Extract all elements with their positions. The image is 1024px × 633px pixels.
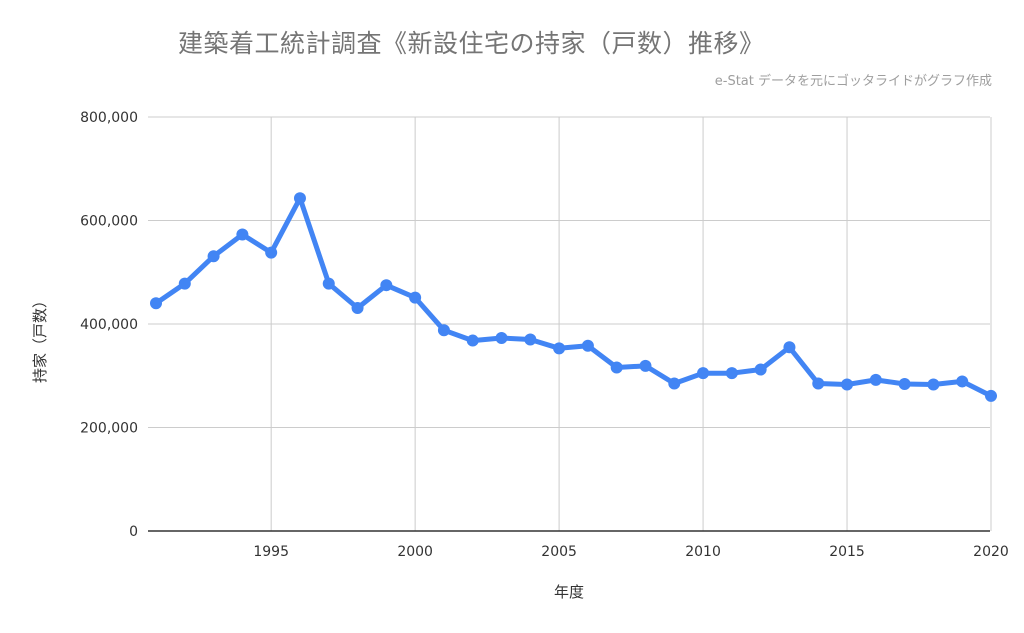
data-point [265,246,278,259]
data-point [725,367,738,380]
y-axis-title: 持家（戸数） [31,293,49,383]
x-tick-label: 2000 [397,544,433,560]
x-tick-label: 2010 [685,544,721,560]
data-point [380,279,393,292]
y-axis-ticks: 0 200,000 400,000 600,000 800,000 [80,110,138,540]
data-point [466,334,479,347]
data-point [150,297,162,310]
data-point [409,291,422,304]
data-point [178,277,191,290]
data-point [437,324,450,337]
data-point [524,333,537,346]
x-tick-label: 2015 [829,544,865,560]
grid-lines [148,116,992,531]
chart-title: 建築着工統計調査《新設住宅の持家（戸数）推移》 [178,29,765,58]
x-tick-label: 2020 [973,544,1009,560]
chart-subtitle: e-Stat データを元にゴッタライドがグラフ作成 [714,74,992,89]
data-point [293,192,306,205]
x-axis-title: 年度 [554,583,584,601]
data-point [869,373,882,386]
data-point [495,331,508,344]
data-point [610,361,623,374]
y-tick-label: 200,000 [80,421,138,437]
data-point [207,250,220,263]
data-point [581,339,594,352]
data-point [812,377,825,390]
data-point [236,228,249,241]
y-tick-label: 0 [129,524,138,540]
y-tick-label: 400,000 [80,317,138,333]
data-point [553,342,566,355]
x-axis-ticks: 1995 2000 2005 2010 2015 2020 [253,544,1008,560]
y-tick-label: 800,000 [80,110,138,126]
y-tick-label: 600,000 [80,214,138,230]
data-point [956,375,969,388]
data-point [668,377,681,390]
data-point [898,378,911,391]
x-tick-label: 2005 [541,544,577,560]
series-line [154,195,993,399]
data-point [322,277,335,290]
data-point [927,378,940,391]
x-tick-label: 1995 [253,544,289,560]
data-point [639,359,652,372]
data-point [783,341,796,354]
data-point [754,363,767,376]
data-point [697,367,710,380]
data-point [841,378,854,391]
data-point [351,301,364,314]
data-points [150,192,997,402]
data-point [985,389,997,402]
